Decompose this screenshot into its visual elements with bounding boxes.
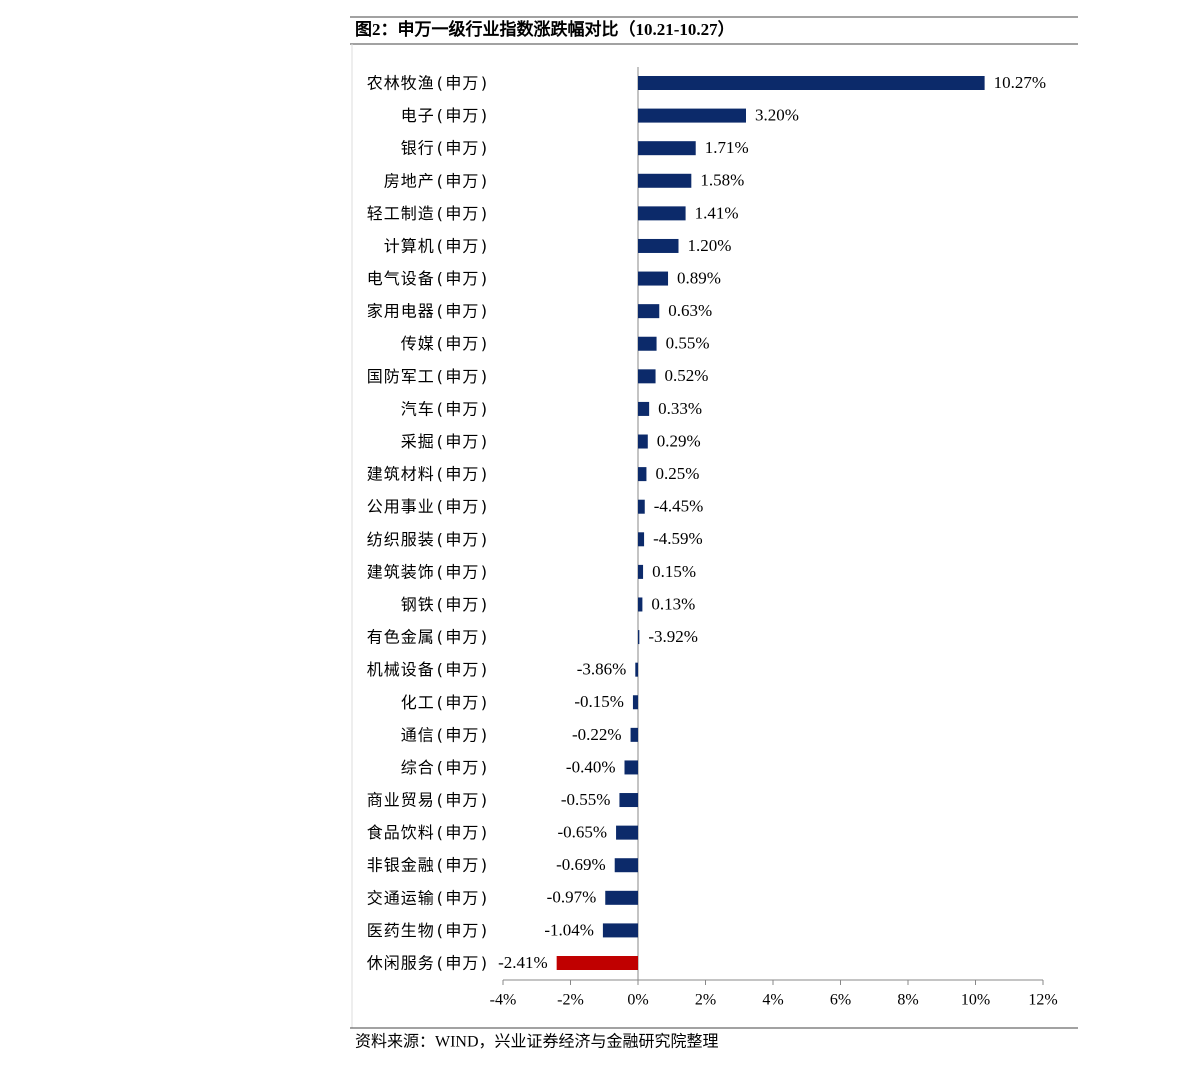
category-label: 纺织服装(申万) [367, 530, 490, 549]
value-label: 0.15% [652, 562, 696, 581]
value-label: 3.20% [755, 105, 799, 124]
bar [635, 662, 638, 677]
bar [638, 597, 643, 612]
value-label: -4.45% [654, 497, 704, 516]
value-label: 1.41% [695, 203, 739, 222]
category-label: 建筑材料(申万) [367, 465, 490, 484]
x-tick-label: 0% [627, 992, 648, 1009]
value-label: -0.55% [561, 790, 611, 809]
category-label: 商业贸易(申万) [367, 791, 490, 810]
category-label: 休闲服务(申万) [367, 954, 490, 973]
category-label: 食品饮料(申万) [367, 823, 490, 842]
category-label: 国防军工(申万) [367, 367, 490, 386]
value-label: 0.52% [665, 366, 709, 385]
category-label: 银行(申万) [401, 139, 490, 158]
value-label: -4.59% [653, 529, 703, 548]
bar [638, 238, 679, 253]
value-label: 0.29% [657, 431, 701, 450]
value-label: 0.13% [651, 594, 695, 613]
bar [619, 793, 638, 808]
category-label: 传媒(申万) [401, 334, 490, 353]
value-label: 1.20% [688, 236, 732, 255]
category-label: 农林牧渔(申万) [367, 74, 490, 93]
bar [638, 630, 640, 645]
bar [638, 173, 692, 188]
value-label: -1.04% [544, 920, 594, 939]
bar [638, 271, 669, 286]
value-label: -3.86% [577, 660, 627, 679]
category-label: 非银金融(申万) [367, 856, 490, 875]
category-label: 化工(申万) [401, 693, 490, 712]
bar [638, 206, 686, 221]
bar [616, 825, 638, 840]
value-label: -0.40% [566, 757, 616, 776]
chart-title: 图2：申万一级行业指数涨跌幅对比（10.21-10.27） [355, 19, 735, 39]
category-label: 电气设备(申万) [367, 269, 490, 288]
value-label: -0.22% [572, 725, 622, 744]
value-label: 1.71% [705, 138, 749, 157]
category-label: 机械设备(申万) [367, 660, 490, 679]
source-note: 资料来源：WIND，兴业证券经济与金融研究院整理 [355, 1033, 719, 1051]
x-tick-label: -4% [490, 992, 517, 1009]
value-label: 0.89% [677, 268, 721, 287]
bar [638, 532, 645, 547]
value-label: 0.55% [666, 334, 710, 353]
bar [638, 369, 656, 384]
bar [632, 695, 638, 710]
category-label: 房地产(申万) [384, 171, 490, 190]
category-label: 通信(申万) [401, 725, 490, 744]
value-label: 0.33% [658, 399, 702, 418]
category-label: 有色金属(申万) [367, 628, 490, 647]
bar [638, 434, 648, 449]
x-tick-label: 4% [762, 992, 783, 1009]
value-label: 10.27% [994, 73, 1046, 92]
category-label: 电子(申万) [401, 106, 490, 125]
category-label: 家用电器(申万) [367, 302, 490, 321]
bar [624, 760, 638, 775]
value-label: -3.92% [648, 627, 698, 646]
bar [638, 564, 644, 579]
value-label: 0.63% [668, 301, 712, 320]
category-label: 建筑装饰(申万) [367, 562, 490, 581]
x-tick-label: -2% [557, 992, 584, 1009]
bar [638, 108, 746, 123]
category-label: 采掘(申万) [401, 432, 490, 451]
value-label: -2.41% [498, 953, 548, 972]
bar [602, 923, 638, 938]
value-label: 0.25% [655, 464, 699, 483]
bar [638, 401, 650, 416]
bar [638, 76, 985, 90]
value-label: -0.15% [574, 692, 624, 711]
value-label: -0.65% [557, 823, 607, 842]
category-label: 公用事业(申万) [367, 497, 490, 516]
x-tick-label: 12% [1028, 992, 1057, 1009]
x-tick-label: 2% [695, 992, 716, 1009]
bar [638, 499, 645, 514]
category-label: 计算机(申万) [384, 236, 490, 255]
value-label: -0.97% [547, 888, 597, 907]
category-label: 综合(申万) [401, 758, 490, 777]
category-label: 轻工制造(申万) [367, 204, 490, 223]
bar [638, 467, 647, 482]
category-label: 医药生物(申万) [367, 921, 490, 940]
category-label: 交通运输(申万) [367, 888, 490, 907]
bar [556, 956, 638, 970]
bar [630, 727, 638, 742]
bar [638, 336, 657, 351]
value-label: -0.69% [556, 855, 606, 874]
x-tick-label: 8% [897, 992, 918, 1009]
category-label: 钢铁(申万) [401, 595, 490, 614]
bar [605, 890, 638, 905]
x-tick-label: 10% [961, 992, 990, 1009]
bar [638, 141, 696, 156]
value-label: 1.58% [700, 171, 744, 190]
x-tick-label: 6% [830, 992, 851, 1009]
bar [614, 858, 638, 873]
category-label: 汽车(申万) [401, 399, 490, 418]
bar [638, 304, 660, 319]
